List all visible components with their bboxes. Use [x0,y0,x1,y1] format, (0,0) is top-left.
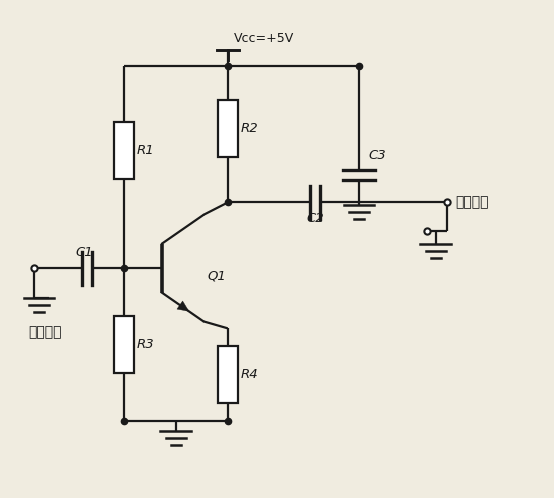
Polygon shape [177,301,189,311]
Text: C1: C1 [75,247,93,259]
Text: Vcc=+5V: Vcc=+5V [234,32,295,45]
Text: Q1: Q1 [208,270,226,283]
Bar [218,100,238,157]
Text: C2: C2 [306,213,324,226]
Text: R2: R2 [240,122,258,135]
Text: 输出信号: 输出信号 [455,196,488,210]
Text: R1: R1 [136,144,154,157]
Bar [218,347,238,403]
Text: R4: R4 [240,369,258,381]
Bar [114,122,134,179]
Text: C3: C3 [369,149,387,162]
Text: 输入信号: 输入信号 [28,326,61,340]
Bar [114,316,134,373]
Text: R3: R3 [136,338,154,351]
